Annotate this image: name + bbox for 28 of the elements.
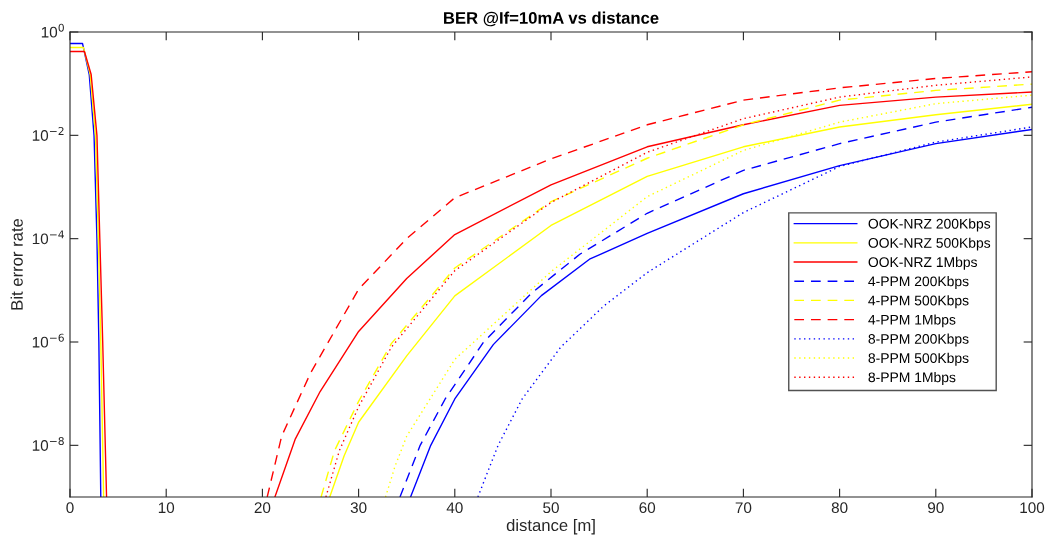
legend-label: OOK-NRZ 500Kbps <box>868 237 991 251</box>
x-tick-label: 100 <box>1020 502 1045 514</box>
x-tick-label: 90 <box>928 502 944 514</box>
legend-label: 8-PPM 500Kbps <box>868 352 969 366</box>
x-tick-label: 70 <box>735 502 752 514</box>
y-tick-label: 10$^{−6}$ <box>32 333 64 348</box>
chart-title: BER @If=10mA vs distance <box>444 11 659 27</box>
legend-label: 4-PPM 200Kbps <box>868 276 969 289</box>
x-tick-label: 30 <box>350 502 367 514</box>
y-tick-label: 10$^{−8}$ <box>32 436 64 451</box>
legend-label: 4-PPM 500Kbps <box>868 295 969 309</box>
x-tick-label: 40 <box>446 502 463 514</box>
legend-label: OOK-NRZ 200Kbps <box>868 218 991 232</box>
y-axis-title: Bit error rate <box>10 218 23 310</box>
legend-label: 8-PPM 1Mbps <box>868 372 956 385</box>
y-tick-label: 10$^{−4}$ <box>32 230 64 245</box>
x-tick-label: 10 <box>158 502 175 514</box>
y-tick-label: 10$^{−2}$ <box>32 126 64 141</box>
legend-label: 4-PPM 1Mbps <box>868 314 956 328</box>
x-tick-label: 50 <box>543 502 559 514</box>
x-tick-label: 0 <box>66 502 74 514</box>
y-tick-label: 10$^{0}$ <box>41 23 64 38</box>
x-axis-title: distance [m] <box>506 518 595 535</box>
x-tick-label: 80 <box>831 502 848 514</box>
legend-label: OOK-NRZ 1Mbps <box>868 256 977 270</box>
x-tick-label: 60 <box>639 502 656 514</box>
x-tick-label: 20 <box>254 502 271 514</box>
legend-label: 8-PPM 200Kbps <box>868 333 969 347</box>
